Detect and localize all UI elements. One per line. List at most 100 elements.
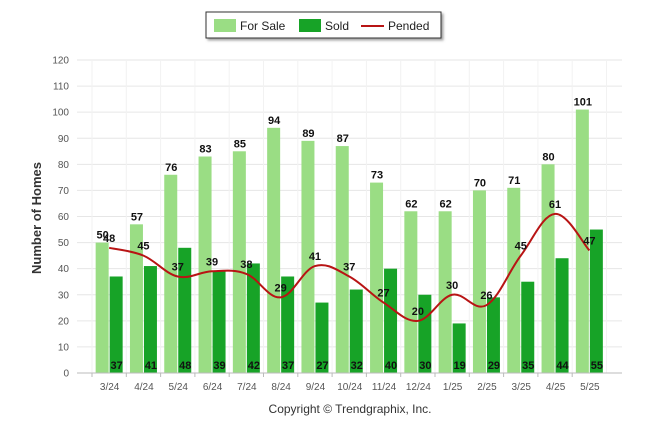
legend-label-for-sale: For Sale <box>240 19 286 33</box>
y-axis-title: Number of Homes <box>29 162 44 274</box>
label-pended-4/24: 45 <box>137 241 149 253</box>
bar-sold-3/25 <box>521 281 535 373</box>
label-sold-4/25: 44 <box>556 360 569 372</box>
label-sold-3/25: 35 <box>522 360 534 372</box>
label-for-sale-4/25: 80 <box>542 151 554 163</box>
bar-sold-8/24 <box>281 276 295 373</box>
bar-sold-11/24 <box>384 268 398 373</box>
label-sold-6/24: 39 <box>213 360 225 372</box>
label-for-sale-4/24: 57 <box>131 211 143 223</box>
y-tick-label-50: 50 <box>58 238 70 249</box>
label-pended-7/24: 38 <box>240 259 252 271</box>
label-for-sale-10/24: 87 <box>337 133 349 145</box>
label-sold-5/24: 48 <box>179 360 191 372</box>
gridlines <box>77 59 622 374</box>
label-sold-4/24: 41 <box>145 360 157 372</box>
x-tick-label-7/24: 7/24 <box>237 382 257 393</box>
x-tick-label-6/24: 6/24 <box>203 382 223 393</box>
y-tick-label-70: 70 <box>58 186 70 197</box>
bar-for-sale-10/24 <box>335 146 349 373</box>
label-pended-8/24: 29 <box>275 282 287 294</box>
x-tick-label-12/24: 12/24 <box>406 382 431 393</box>
x-tick-label-8/24: 8/24 <box>271 382 291 393</box>
bar-sold-10/24 <box>349 289 363 373</box>
legend: For Sale Sold Pended <box>205 11 442 39</box>
label-for-sale-1/25: 62 <box>440 198 452 210</box>
label-for-sale-3/24: 50 <box>97 230 109 242</box>
label-sold-5/25: 55 <box>591 360 603 372</box>
label-for-sale-7/24: 85 <box>234 138 246 150</box>
x-tick-label-5/25: 5/25 <box>580 382 600 393</box>
bar-for-sale-3/25 <box>507 187 521 373</box>
x-tick-label-4/24: 4/24 <box>134 382 154 393</box>
y-tick-label-80: 80 <box>58 160 70 171</box>
label-sold-1/25: 19 <box>454 360 466 372</box>
x-tick-label-9/24: 9/24 <box>306 382 326 393</box>
bar-for-sale-9/24 <box>301 140 315 373</box>
label-for-sale-9/24: 89 <box>302 128 314 140</box>
data-labels: 50 37 48 57 41 45 76 48 37 83 39 39 85 42 38 94 37 29 89 27… <box>97 97 603 372</box>
bar-for-sale-6/24 <box>198 156 212 373</box>
bar-for-sale-3/24 <box>95 242 109 373</box>
y-tick-label-30: 30 <box>58 290 70 301</box>
bar-sold-7/24 <box>246 263 260 373</box>
y-tick-label-110: 110 <box>53 82 69 93</box>
label-pended-3/25: 45 <box>515 241 527 253</box>
x-tick-label-3/25: 3/25 <box>512 382 532 393</box>
bar-sold-1/25 <box>452 323 466 373</box>
bar-for-sale-1/25 <box>438 211 452 373</box>
x-tick-label-2/25: 2/25 <box>477 382 497 393</box>
label-sold-11/24: 40 <box>385 360 397 372</box>
x-tick-label-1/25: 1/25 <box>443 382 463 393</box>
x-tick-label-5/24: 5/24 <box>169 382 189 393</box>
y-tick-label-0: 0 <box>63 369 69 380</box>
legend-label-sold: Sold <box>325 19 349 33</box>
label-pended-5/25: 47 <box>583 235 595 247</box>
label-pended-5/24: 37 <box>172 261 184 273</box>
y-tick-label-60: 60 <box>58 212 70 223</box>
label-sold-3/24: 37 <box>111 360 123 372</box>
label-pended-9/24: 41 <box>309 251 321 263</box>
y-tick-label-20: 20 <box>58 316 70 327</box>
y-tick-label-120: 120 <box>52 56 69 67</box>
x-axis: 3/24 4/24 5/24 6/24 7/24 8/24 9/24 10/24 11/24 12… <box>77 372 622 393</box>
bar-for-sale-2/25 <box>472 190 486 373</box>
label-pended-6/24: 39 <box>206 256 218 268</box>
label-for-sale-2/25: 70 <box>474 177 486 189</box>
label-sold-2/25: 29 <box>488 360 500 372</box>
label-pended-4/25: 61 <box>549 199 561 211</box>
label-for-sale-5/25: 101 <box>574 97 592 109</box>
bar-for-sale-11/24 <box>370 182 384 373</box>
bar-sold-9/24 <box>315 302 329 373</box>
x-tick-label-11/24: 11/24 <box>372 382 397 393</box>
label-pended-1/25: 30 <box>446 280 458 292</box>
legend-label-pended: Pended <box>388 19 429 33</box>
bars <box>95 109 603 373</box>
bar-for-sale-12/24 <box>404 211 418 373</box>
label-pended-3/24: 48 <box>103 233 115 245</box>
y-tick-label-40: 40 <box>58 264 70 275</box>
label-pended-11/24: 27 <box>377 288 389 300</box>
line-pended <box>108 212 591 322</box>
bar-sold-5/24 <box>178 247 192 373</box>
pended-line <box>108 212 591 322</box>
x-tick-label-3/24: 3/24 <box>100 382 120 393</box>
legend-swatch-for-sale <box>214 19 236 32</box>
x-tick-label-4/25: 4/25 <box>546 382 566 393</box>
bar-for-sale-8/24 <box>267 127 281 373</box>
bar-sold-3/24 <box>109 276 123 373</box>
bar-sold-4/25 <box>555 258 569 373</box>
label-for-sale-11/24: 73 <box>371 170 383 182</box>
y-tick-label-100: 100 <box>52 108 69 119</box>
bar-sold-5/25 <box>589 229 603 373</box>
label-pended-10/24: 37 <box>343 261 355 273</box>
label-sold-7/24: 42 <box>248 360 260 372</box>
bar-sold-6/24 <box>212 271 226 373</box>
label-sold-8/24: 37 <box>282 360 294 372</box>
label-for-sale-3/25: 71 <box>508 175 520 187</box>
bar-for-sale-4/25 <box>541 164 555 373</box>
x-tick-label-10/24: 10/24 <box>337 382 362 393</box>
y-axis: 0 10 20 30 40 50 60 70 80 90 100 110 120 <box>52 56 69 380</box>
